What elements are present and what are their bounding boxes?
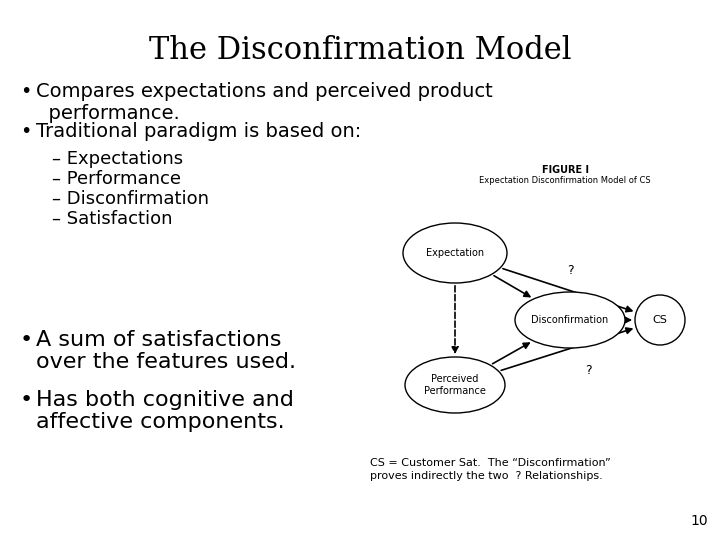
Text: Has both cognitive and: Has both cognitive and [36, 390, 294, 410]
Text: Expectation: Expectation [426, 248, 484, 258]
Text: ?: ? [567, 264, 573, 276]
Text: CS = Customer Sat.  The “Disconfirmation”: CS = Customer Sat. The “Disconfirmation” [370, 458, 611, 468]
Ellipse shape [403, 223, 507, 283]
Text: •: • [20, 390, 33, 410]
Text: A sum of satisfactions: A sum of satisfactions [36, 330, 282, 350]
Text: proves indirectly the two  ? Relationships.: proves indirectly the two ? Relationship… [370, 471, 603, 481]
Text: Expectation Disconfirmation Model of CS: Expectation Disconfirmation Model of CS [480, 176, 651, 185]
Text: – Expectations: – Expectations [52, 150, 183, 168]
Text: affective components.: affective components. [36, 412, 284, 432]
Text: ?: ? [585, 363, 591, 376]
Ellipse shape [405, 357, 505, 413]
Text: FIGURE I: FIGURE I [541, 165, 588, 175]
Text: CS: CS [652, 315, 667, 325]
Ellipse shape [635, 295, 685, 345]
Ellipse shape [515, 292, 625, 348]
Text: The Disconfirmation Model: The Disconfirmation Model [149, 35, 571, 66]
Text: Perceived
Performance: Perceived Performance [424, 374, 486, 396]
Text: Compares expectations and perceived product
  performance.: Compares expectations and perceived prod… [36, 82, 492, 123]
Text: Traditional paradigm is based on:: Traditional paradigm is based on: [36, 122, 361, 141]
Text: Disconfirmation: Disconfirmation [531, 315, 608, 325]
Text: •: • [20, 330, 33, 350]
Text: •: • [20, 122, 32, 141]
Text: •: • [20, 82, 32, 101]
Text: 10: 10 [690, 514, 708, 528]
Text: over the features used.: over the features used. [36, 352, 296, 372]
Text: – Performance: – Performance [52, 170, 181, 188]
Text: – Satisfaction: – Satisfaction [52, 210, 173, 228]
Text: – Disconfirmation: – Disconfirmation [52, 190, 209, 208]
